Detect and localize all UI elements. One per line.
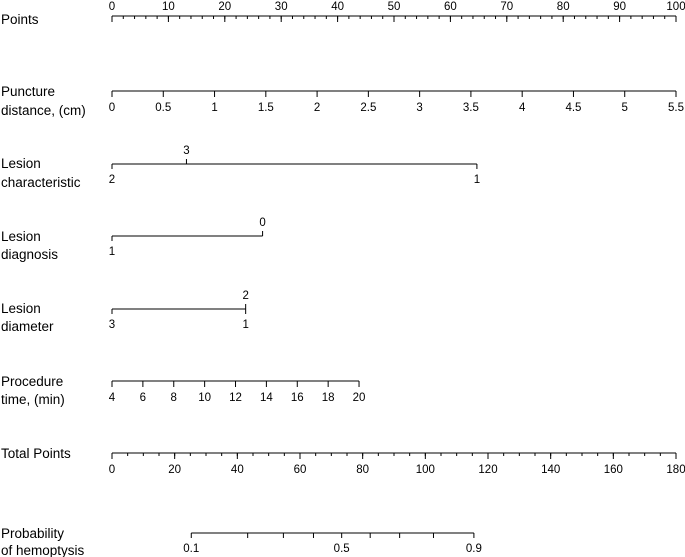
points-tick-label: 60 [444, 1, 457, 13]
lesion-diameter-tick-label: 3 [109, 319, 115, 331]
lesion-diameter-scale: Lesion diameter 3 2 1 [1, 290, 249, 334]
puncture-distance-tick-label: 5 [622, 102, 628, 114]
total-points-tick-label: 60 [294, 464, 307, 476]
lesion-diagnosis-scale: Lesion diagnosis 1 0 [1, 217, 266, 262]
points-tick-label: 90 [613, 1, 626, 13]
total-points-tick-label: 180 [666, 464, 685, 476]
probability-tick-label: 0.1 [183, 543, 199, 555]
procedure-time-label-line-1: Procedure [1, 374, 63, 389]
lesion-diagnosis-label-line-2: diagnosis [1, 247, 58, 262]
total-points-tick-label: 100 [416, 464, 435, 476]
procedure-time-tick-label: 12 [229, 392, 242, 404]
puncture-distance-label-line-2: distance, (cm) [1, 103, 86, 118]
points-tick-label: 100 [666, 1, 685, 13]
probability-tick-label: 0.5 [334, 543, 350, 555]
puncture-distance-tick-label: 1.5 [258, 102, 274, 114]
points-tick-label: 30 [275, 1, 288, 13]
procedure-time-tick-label: 8 [171, 392, 177, 404]
points-scale: Points 0 10 20 30 40 50 60 70 80 90 100 [1, 1, 685, 27]
procedure-time-tick-label: 10 [198, 392, 211, 404]
points-tick-label: 40 [331, 1, 344, 13]
lesion-diameter-label-line-2: diameter [1, 319, 54, 334]
puncture-distance-tick-label: 2.5 [360, 102, 376, 114]
total-points-tick-label: 80 [356, 464, 369, 476]
probability-scale: Probability of hemoptysis 0.1 0.5 0.9 [1, 526, 482, 557]
points-label-line-1: Points [1, 12, 39, 27]
probability-label-line-1: Probability [1, 526, 64, 541]
lesion-characteristic-label-line-1: Lesion [1, 156, 41, 171]
total-points-tick-label: 0 [109, 464, 115, 476]
total-points-scale: Total Points 0 20 40 60 80 100 120 140 160 180 [1, 446, 685, 476]
procedure-time-tick-label: 18 [322, 392, 335, 404]
total-points-label-line-1: Total Points [1, 446, 71, 461]
points-tick-label: 50 [388, 1, 401, 13]
puncture-distance-tick-label: 4 [519, 102, 526, 114]
puncture-distance-tick-label: 0 [109, 102, 115, 114]
procedure-time-tick-label: 4 [109, 392, 116, 404]
puncture-distance-scale: Puncture distance, (cm) 0 0.5 1 1.5 2 2.5 3 3.5 4 4… [1, 84, 684, 118]
total-points-tick-label: 20 [168, 464, 181, 476]
points-tick-label: 80 [557, 1, 570, 13]
lesion-characteristic-tick-label: 2 [109, 174, 115, 186]
lesion-characteristic-scale: Lesion characteristic 2 3 1 [1, 145, 480, 190]
total-points-tick-label: 40 [231, 464, 244, 476]
points-tick-label: 20 [218, 1, 231, 13]
procedure-time-tick-label: 16 [291, 392, 304, 404]
procedure-time-scale: Procedure time, (min) 4 6 8 10 12 14 16 18 20 [1, 374, 365, 407]
total-points-tick-label: 160 [604, 464, 623, 476]
puncture-distance-tick-label: 3 [416, 102, 422, 114]
puncture-distance-label-line-1: Puncture [1, 84, 55, 99]
points-tick-label: 70 [500, 1, 513, 13]
puncture-distance-tick-label: 5.5 [668, 102, 684, 114]
lesion-diagnosis-label-line-1: Lesion [1, 229, 41, 244]
puncture-distance-tick-label: 4.5 [565, 102, 581, 114]
puncture-distance-tick-label: 0.5 [155, 102, 171, 114]
lesion-diagnosis-tick-label: 1 [109, 246, 115, 258]
procedure-time-label-line-2: time, (min) [1, 392, 65, 407]
lesion-diagnosis-tick-label: 0 [259, 217, 265, 229]
procedure-time-tick-label: 20 [353, 392, 366, 404]
points-tick-label: 10 [162, 1, 175, 13]
puncture-distance-tick-label: 2 [314, 102, 320, 114]
lesion-diameter-tick-label: 2 [242, 290, 248, 302]
lesion-characteristic-tick-label: 1 [474, 174, 480, 186]
lesion-characteristic-label-line-2: characteristic [1, 175, 81, 190]
puncture-distance-tick-label: 1 [211, 102, 217, 114]
points-tick-label: 0 [109, 1, 115, 13]
lesion-diameter-label-line-1: Lesion [1, 301, 41, 316]
procedure-time-tick-label: 14 [260, 392, 273, 404]
total-points-tick-label: 140 [541, 464, 560, 476]
total-points-tick-label: 120 [478, 464, 497, 476]
puncture-distance-tick-label: 3.5 [463, 102, 479, 114]
lesion-characteristic-tick-label: 3 [183, 145, 189, 157]
probability-label-line-2: of hemoptysis [1, 543, 85, 557]
probability-tick-label: 0.9 [466, 543, 482, 555]
lesion-diameter-tick-label: 1 [242, 319, 248, 331]
procedure-time-tick-label: 6 [140, 392, 146, 404]
